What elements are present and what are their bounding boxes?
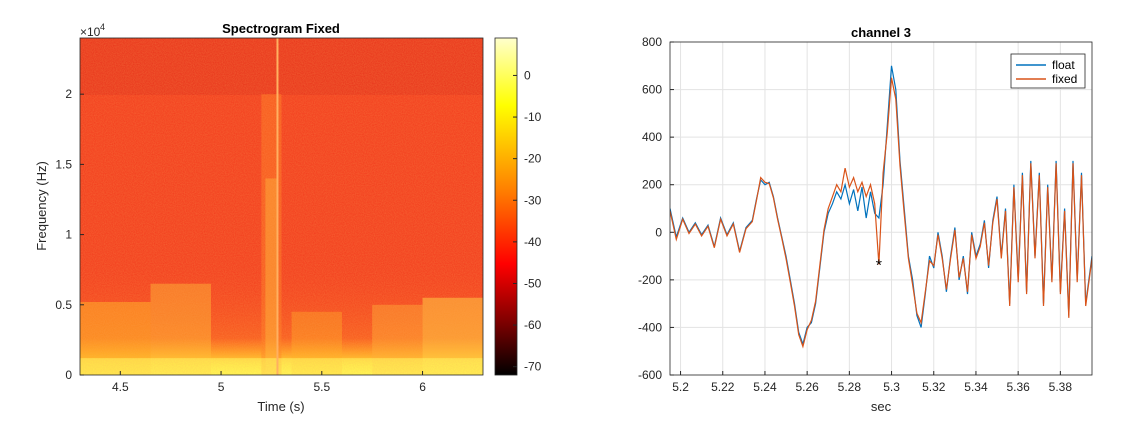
legend-label-fixed: fixed [1052,72,1077,86]
series-fixed-line [670,77,1092,349]
spectrogram-x-tick-label: 4.5 [112,380,129,394]
spectrogram-y-exponent: ×10 4 [80,22,105,39]
spectrogram-y-label: Frequency (Hz) [34,161,49,251]
line-x-tick-label: 5.22 [711,380,735,394]
legend-box [1010,53,1086,89]
colorbar-tick-label: -70 [524,360,542,374]
spectrogram-y-tick-label: 1 [65,228,72,242]
line-chart-title: channel 3 [851,25,911,40]
spectrogram-x-tick-label: 5 [218,380,225,394]
spectrogram-y-exponent-power: 4 [100,22,105,32]
colorbar-tick-label: -60 [524,318,542,332]
spectrogram-x-label: Time (s) [257,399,304,414]
colorbar-ticks: 0 -10 -20 -30 -40 -50 -60 -70 [513,68,542,374]
colorbar-tick-label: -30 [524,193,542,207]
spectrogram-y-tick-label: 1.5 [55,157,72,171]
spectrogram-frame [79,37,484,376]
line-y-tick-label: 400 [642,130,662,144]
spectrogram-x-tick-label: 6 [419,380,426,394]
line-chart-frame [669,41,1093,376]
spectrogram-title: Spectrogram Fixed [222,21,340,36]
spectrogram-y-tick-label: 0 [65,368,72,382]
line-y-tick-label: 600 [642,83,662,97]
colorbar-tick-label: 0 [524,68,531,82]
line-x-tick-label: 5.34 [964,380,988,394]
spectrogram-x-tick-label: 5.5 [313,380,330,394]
colorbar-tick-label: -50 [524,276,542,290]
line-y-tick-label: 0 [655,225,662,239]
spectrogram-image [80,38,483,375]
colorbar-tick-label: -20 [524,152,542,166]
line-x-tick-label: 5.28 [838,380,862,394]
line-x-tick-label: 5.3 [883,380,900,394]
spectrogram-y-tick-label: 0.5 [55,298,72,312]
spectrogram-x-ticks: 4.5 5 5.5 6 [112,371,426,394]
line-y-tick-label: -600 [638,368,662,382]
line-x-tick-label: 5.2 [672,380,689,394]
spectrogram-noise [80,38,483,375]
line-y-tick-label: -400 [638,320,662,334]
line-chart-x-ticks: 5.2 5.22 5.24 5.26 5.28 5.3 5.32 5.34 5.36 5.38 [672,371,1072,394]
line-y-tick-label: 200 [642,178,662,192]
line-x-tick-label: 5.26 [795,380,819,394]
marker-star: * [876,257,882,274]
line-chart-y-ticks: -600 -400 -200 0 200 400 600 800 [638,35,674,382]
spectrogram-y-ticks: 0 0.5 1 1.5 2 [55,87,84,382]
legend-label-float: float [1052,58,1075,72]
line-y-tick-label: -200 [638,273,662,287]
colorbar-tick-label: -40 [524,235,542,249]
channel-line-chart: channel 3 * 5.2 5.22 5.24 5.26 5.28 5.3 5.32 5.… [638,25,1093,414]
line-chart-x-label: sec [871,399,892,414]
line-x-tick-label: 5.38 [1049,380,1073,394]
spectrogram-y-tick-label: 2 [65,87,72,101]
line-x-tick-label: 5.36 [1006,380,1030,394]
line-y-tick-label: 800 [642,35,662,49]
line-chart-series: * [670,65,1092,349]
spectrogram-chart: Spectrogram Fixed ×10 4 4.5 5 5.5 6 0 0.5 1 1.… [34,21,542,414]
line-x-tick-label: 5.32 [922,380,946,394]
line-x-tick-label: 5.24 [753,380,777,394]
spectrogram-colorbar: 0 -10 -20 -30 -40 -50 -60 -70 [494,37,542,376]
colorbar-gradient [494,37,518,376]
line-chart-legend: float fixed [1010,53,1086,89]
colorbar-tick-label: -10 [524,110,542,124]
spectrogram-y-exponent-base: ×10 [80,25,101,39]
